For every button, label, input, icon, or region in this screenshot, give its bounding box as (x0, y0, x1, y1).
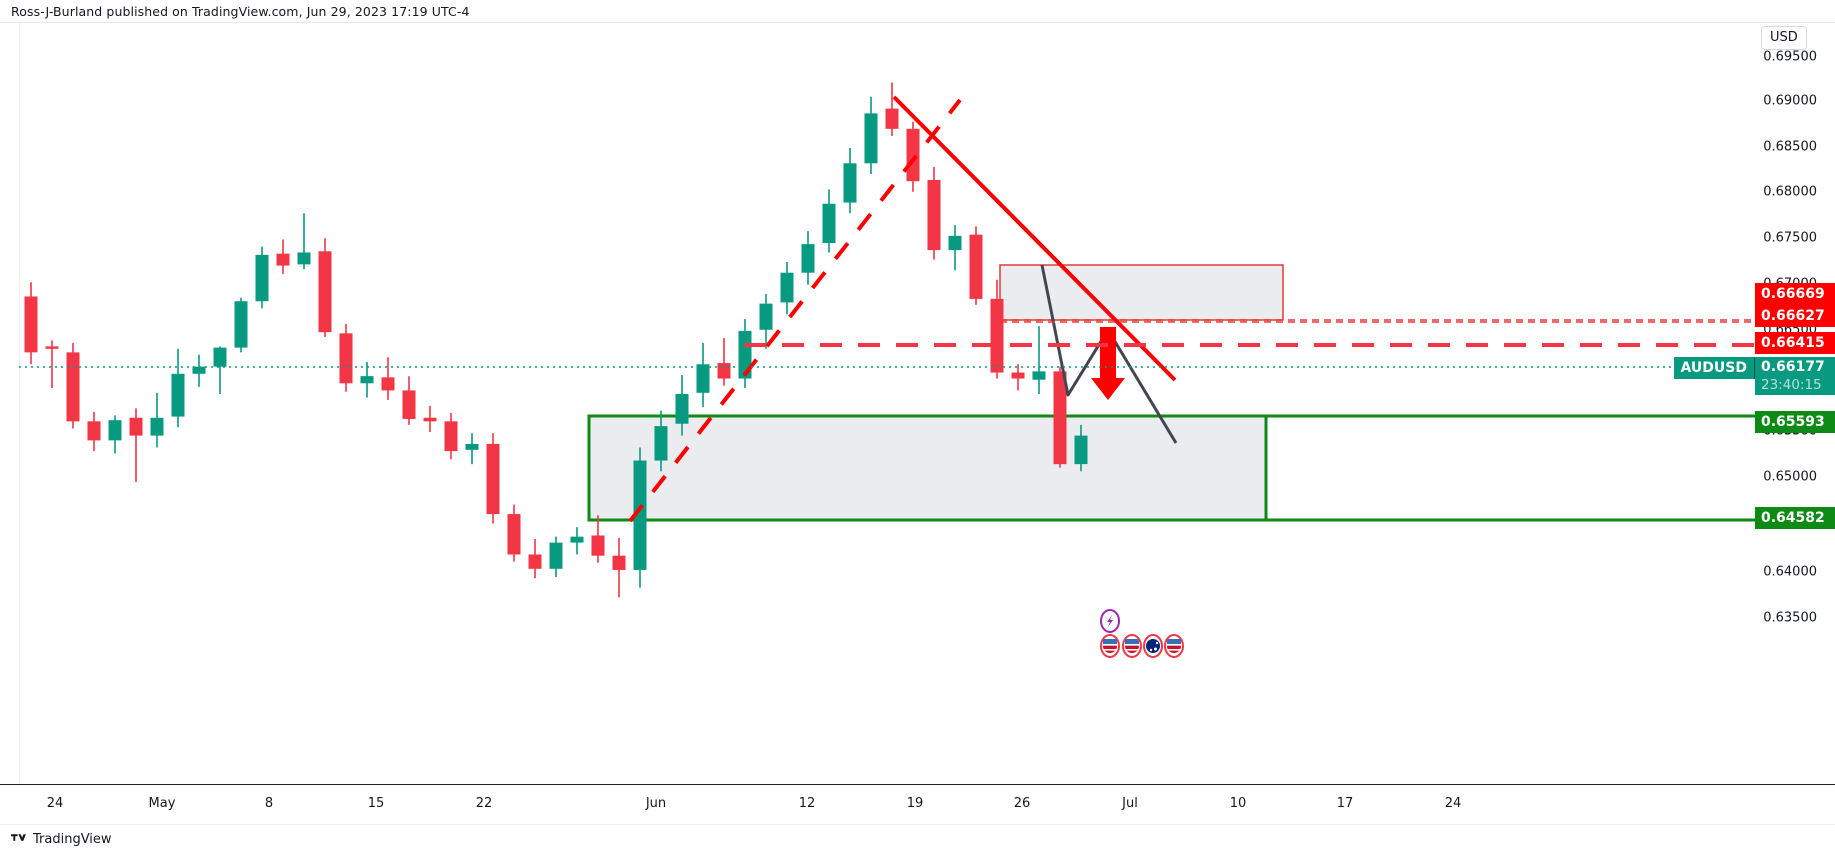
time-axis-tick: 12 (798, 796, 816, 811)
time-axis-tick: May (148, 796, 176, 811)
price-axis-tick: 0.64000 (1763, 564, 1817, 580)
price-tag-red[interactable]: 0.66627 (1755, 305, 1835, 327)
time-axis-border (0, 784, 1835, 785)
price-axis-tick: 0.68500 (1763, 139, 1817, 155)
price-tag-green[interactable]: 0.64582 (1755, 507, 1835, 529)
time-axis-tick: 17 (1336, 796, 1354, 811)
time-axis-tick: 8 (264, 796, 274, 811)
chart-header: Ross-J-Burland published on TradingView.… (0, 0, 1835, 23)
time-axis-tick: 15 (367, 796, 385, 811)
time-axis-tick: 24 (1444, 796, 1462, 811)
price-axis-tick: 0.65000 (1763, 469, 1817, 485)
time-axis[interactable]: 24 May 8 15 22 Jun 12 19 26 Jul 10 17 24 (0, 785, 1835, 825)
time-axis-tick: 19 (906, 796, 924, 811)
price-tag-red[interactable]: 0.66669 (1755, 283, 1835, 305)
currency-badge[interactable]: USD (1761, 26, 1807, 50)
time-axis-tick: Jun (645, 796, 667, 811)
price-axis-tick: 0.69000 (1763, 93, 1817, 109)
price-axis-tick: 0.69500 (1763, 49, 1817, 65)
tradingview-logo-text: TradingView (33, 832, 112, 847)
price-tag-red[interactable]: 0.66415 (1755, 332, 1835, 354)
time-axis-tick: 24 (46, 796, 64, 811)
time-axis-tick: 22 (475, 796, 493, 811)
chart-pane[interactable] (0, 23, 1755, 784)
price-axis-tick: 0.67500 (1763, 230, 1817, 246)
attribution-text: Ross-J-Burland published on TradingView.… (11, 4, 470, 19)
time-axis-tick: 10 (1229, 796, 1247, 811)
tradingview-logo-icon (11, 834, 26, 841)
bar-countdown-timer: 23:40:15 (1761, 377, 1822, 393)
current-price: 0.66177 (1761, 359, 1825, 375)
current-quote-badge[interactable]: 0.66177 23:40:15 (1755, 357, 1835, 395)
symbol-label[interactable]: AUDUSD (1673, 357, 1755, 379)
pane-left-border (19, 23, 20, 784)
time-axis-tick: Jul (1122, 796, 1138, 811)
chart-footer (0, 826, 1835, 850)
price-axis[interactable]: 0.695000.690000.685000.680000.675000.670… (1673, 23, 1835, 784)
price-axis-tick: 0.63500 (1763, 610, 1817, 626)
tradingview-logo[interactable]: TradingView (11, 832, 112, 847)
price-axis-tick: 0.68000 (1763, 184, 1817, 200)
time-axis-tick: 26 (1013, 796, 1031, 811)
price-tag-green[interactable]: 0.65593 (1755, 411, 1835, 433)
